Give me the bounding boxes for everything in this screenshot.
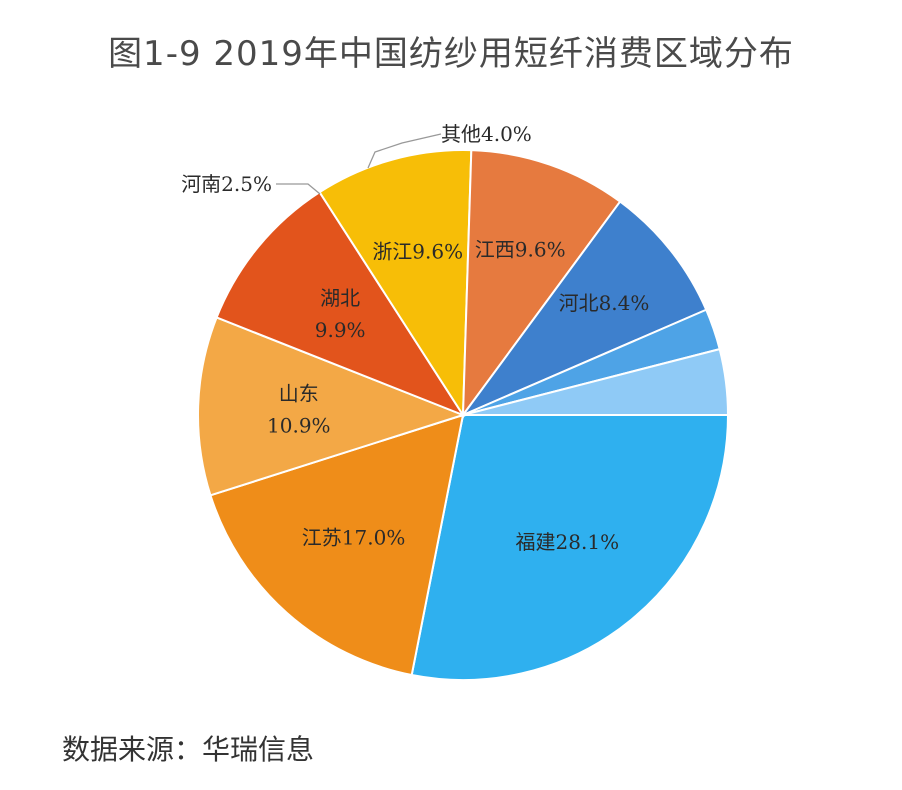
slice-label-1: 福建28.1% <box>516 530 620 554</box>
pie-slice-2 <box>209 413 465 677</box>
pie-slice-3 <box>197 316 466 497</box>
slice-label-line: 浙江9.6% <box>372 240 463 264</box>
slice-label-line: 9.9% <box>315 318 366 342</box>
slice-label-3: 山东 10.9% <box>267 381 331 437</box>
chart-title: 图1-9 2019年中国纺纱用短纤消费区域分布 <box>108 34 794 74</box>
slice-label-line: 山东 <box>279 381 319 405</box>
source-note: 数据来源：华瑞信息 <box>62 733 315 766</box>
slice-label-4: 湖北 9.9% <box>315 286 366 342</box>
slice-label-line: 福建28.1% <box>516 530 620 554</box>
pie-slice-5 <box>318 149 473 419</box>
slice-label-line: 湖北 <box>320 286 360 310</box>
slice-label-line: 河北8.4% <box>559 291 650 315</box>
slice-label-9: 其他4.0% <box>441 122 532 146</box>
slice-label-line: 江苏17.0% <box>302 526 406 550</box>
pie-slice-4 <box>215 190 466 418</box>
leader-line-8 <box>276 183 321 195</box>
slice-label-line: 江西9.6% <box>475 238 566 262</box>
slice-label-7: 河北8.4% <box>559 291 650 315</box>
slice-label-2: 江苏17.0% <box>302 526 406 550</box>
pie-slice-9 <box>462 347 730 416</box>
pie-slice-1 <box>410 414 730 681</box>
leader-line-9 <box>367 133 442 169</box>
pie-slice-6 <box>461 149 622 419</box>
pie-slice-7 <box>460 200 708 418</box>
slice-label-8: 河南2.5% <box>181 172 272 196</box>
slice-label-6: 江西9.6% <box>475 238 566 262</box>
slice-label-5: 浙江9.6% <box>372 240 463 264</box>
slice-label-line: 10.9% <box>267 413 331 437</box>
